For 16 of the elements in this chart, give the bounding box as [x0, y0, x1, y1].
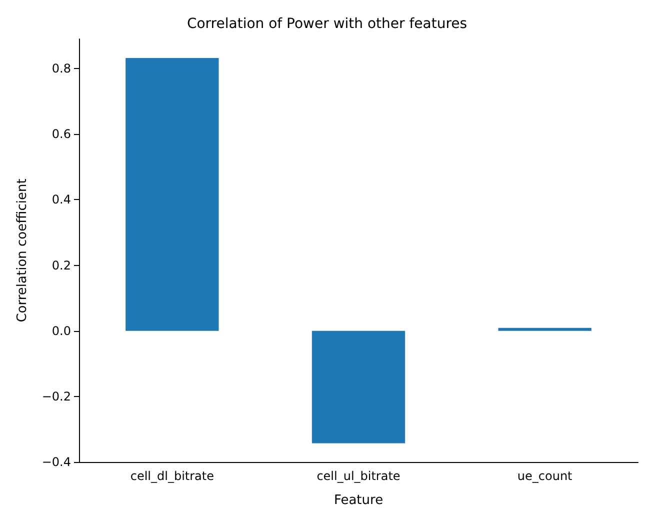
bar — [312, 330, 406, 444]
x-axis-title: Feature — [334, 493, 384, 508]
y-axis-title: Correlation coefficient — [15, 178, 30, 322]
y-tick-label: 0.0 — [52, 324, 71, 338]
x-tick-label: cell_ul_bitrate — [316, 469, 400, 483]
bar — [126, 58, 219, 331]
x-tick-label: ue_count — [517, 469, 573, 483]
y-tick-label: 0.2 — [52, 258, 71, 272]
chart-title: Correlation of Power with other features — [186, 16, 468, 32]
bar — [498, 328, 592, 331]
y-tick-label: 0.6 — [52, 127, 71, 142]
y-tick-label: 0.8 — [52, 62, 71, 76]
x-tick-label: cell_dl_bitrate — [130, 469, 214, 483]
y-tick-label: 0.4 — [52, 192, 71, 207]
y-tick-label: −0.2 — [42, 389, 71, 404]
y-tick-label: −0.4 — [42, 455, 71, 469]
